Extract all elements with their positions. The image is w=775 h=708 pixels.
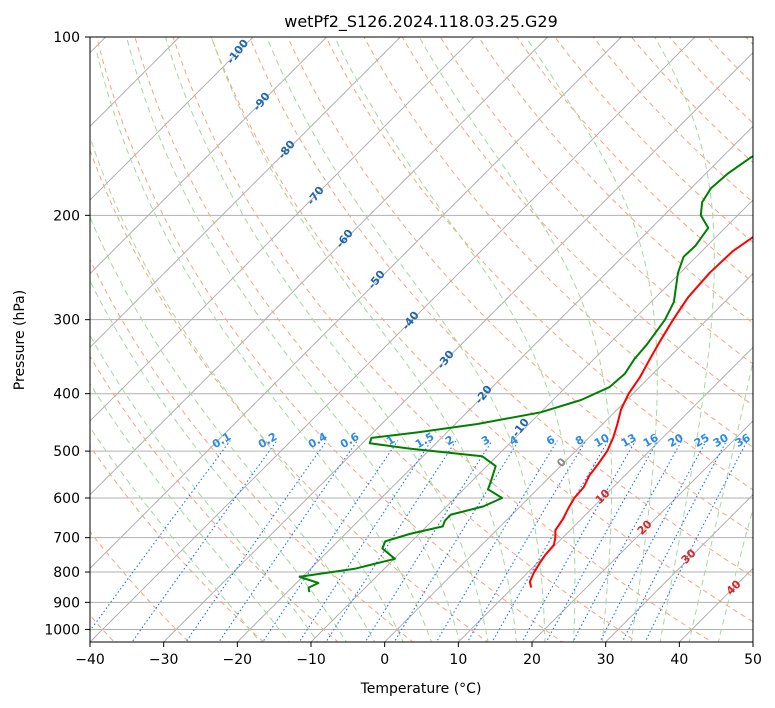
moist-adiabat <box>90 426 261 642</box>
dry-adiabat <box>363 37 753 448</box>
mixing-ratio-line <box>435 440 558 642</box>
x-tick-label: −30 <box>149 652 179 668</box>
dry-adiabat <box>401 37 753 407</box>
y-tick-label: 600 <box>53 491 80 507</box>
mixing-ratio-line <box>572 440 683 642</box>
mixing-ratio-line <box>621 440 728 642</box>
y-tick-label: 1000 <box>44 622 80 638</box>
dry-adiabat <box>554 37 753 243</box>
isotherm-gridline <box>236 125 753 642</box>
y-tick-label: 200 <box>53 208 80 224</box>
dry-adiabat <box>630 37 753 164</box>
x-tick-label: 40 <box>670 652 688 668</box>
dry-adiabat <box>325 37 753 491</box>
moist-adiabat <box>418 37 613 642</box>
mixing-ratio-line <box>298 440 432 642</box>
moist-adiabat <box>126 37 461 642</box>
moist-adiabat <box>90 382 290 642</box>
isotherm-gridline <box>90 37 402 349</box>
y-tick-label: 900 <box>53 595 80 611</box>
mixing-ratio-line <box>325 440 457 642</box>
moist-adiabat <box>90 279 347 642</box>
moist-adiabat <box>164 37 489 642</box>
x-tick-label: −20 <box>223 652 253 668</box>
moist-adiabat <box>654 37 715 642</box>
isotherm-gridline <box>162 51 753 642</box>
x-tick-label: 50 <box>744 652 762 668</box>
moist-adiabat <box>525 37 658 642</box>
plot-frame <box>89 36 754 643</box>
y-tick-label: 700 <box>53 531 80 547</box>
mixing-ratio-line <box>262 440 399 642</box>
mixing-ratio-line <box>364 440 493 642</box>
isotherm-gridline <box>383 272 753 642</box>
chart-title: wetPf2_S126.2024.118.03.25.G29 <box>284 12 558 32</box>
y-tick-label: 400 <box>53 387 80 403</box>
moist-adiabat <box>95 49 432 642</box>
temperature-trace <box>528 235 753 588</box>
x-tick-label: 0 <box>380 652 389 668</box>
x-tick-label: −40 <box>75 652 105 668</box>
dry-adiabat <box>439 37 753 365</box>
moist-adiabat <box>717 506 753 642</box>
y-tick-label: 300 <box>53 313 80 329</box>
moist-adiabat <box>266 37 546 642</box>
dry-adiabat <box>90 258 414 642</box>
mixing-ratio-line <box>466 440 587 642</box>
dry-adiabat <box>287 37 753 534</box>
x-tick-label: 30 <box>597 652 615 668</box>
mixing-ratio-line <box>131 440 278 642</box>
y-axis-title: Pressure (hPa) <box>12 290 28 390</box>
isotherm-gridline <box>531 420 753 642</box>
isotherm-gridline <box>90 37 623 570</box>
mixing-ratio-line <box>521 440 637 642</box>
isotherm-gridline <box>90 37 696 642</box>
dry-adiabat <box>90 355 339 642</box>
y-tick-label: 100 <box>53 30 80 46</box>
plot-area <box>90 37 753 642</box>
isotherm-gridline <box>310 199 753 642</box>
dry-adiabat <box>90 445 265 642</box>
dry-adiabat <box>96 37 564 642</box>
mixing-ratio-line <box>491 440 609 642</box>
x-axis-title: Temperature (°C) <box>360 681 482 697</box>
moist-adiabat <box>210 37 518 642</box>
isotherm-gridline <box>90 37 328 275</box>
isotherm-gridline <box>90 37 549 496</box>
y-tick-label: 800 <box>53 565 80 581</box>
moist-adiabat <box>688 358 753 642</box>
dry-adiabat <box>210 37 753 623</box>
moist-adiabat <box>90 135 404 642</box>
moist-adiabat <box>334 37 576 642</box>
y-tick-label: 500 <box>53 444 80 460</box>
dry-adiabat <box>172 37 713 642</box>
x-tick-label: 20 <box>523 652 541 668</box>
dry-adiabat <box>592 37 753 203</box>
isotherm-gridline <box>604 493 753 642</box>
mixing-ratio-line <box>545 440 659 642</box>
x-tick-label: −10 <box>296 652 326 668</box>
axes: −40 −30 −20 −10 0 10 20 30 40 50 100 200 300 400 500 60… <box>44 30 762 668</box>
mixing-ratio-line <box>644 440 748 642</box>
dry-adiabat <box>134 37 638 642</box>
mixing-ratio-line <box>599 440 707 642</box>
dry-adiabat <box>248 37 753 578</box>
isotherm-gridline <box>90 37 254 201</box>
x-tick-label: 10 <box>449 652 467 668</box>
moist-adiabat <box>90 215 376 642</box>
dewpoint-trace <box>298 155 753 593</box>
